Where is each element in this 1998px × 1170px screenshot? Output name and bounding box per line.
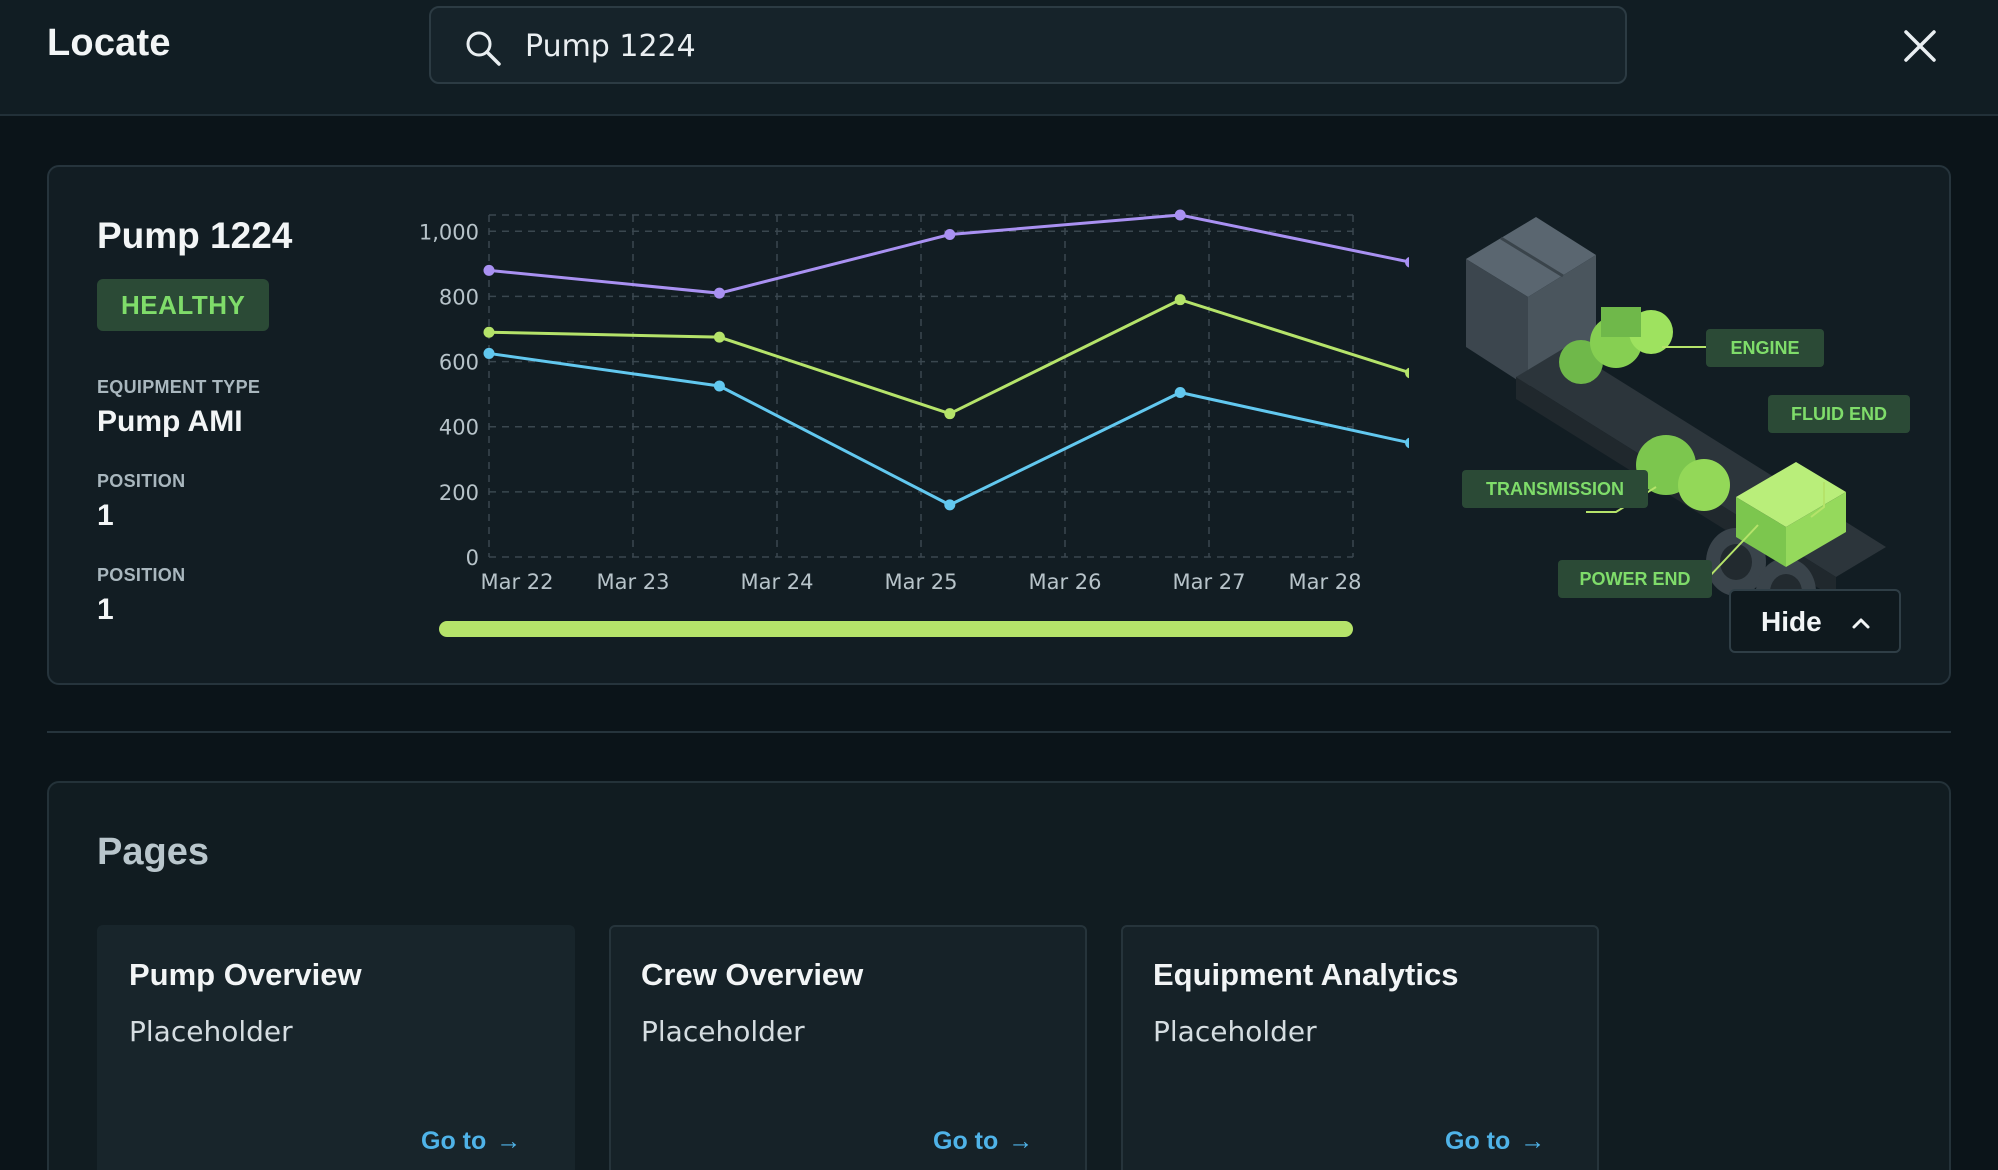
data-point (1174, 209, 1186, 221)
page-tile-title: Pump Overview (129, 957, 362, 992)
position-value: 1 (97, 499, 114, 532)
series-line-1 (488, 298, 1409, 416)
page-tile-desc: Placeholder (641, 1015, 805, 1048)
equipment-type-value: Pump AMI (97, 405, 243, 438)
data-point (713, 287, 725, 299)
page-tile-desc: Placeholder (1153, 1015, 1317, 1048)
data-point (1405, 437, 1409, 449)
callout-engine-label: ENGINE (1730, 338, 1799, 358)
y-tick-label: 200 (439, 481, 479, 505)
y-tick-label: 0 (466, 546, 479, 570)
callout-power-end-label: POWER END (1579, 569, 1690, 589)
callout-fluid-end-label: FLUID END (1791, 404, 1887, 424)
asset-card: Pump 1224 HEALTHY EQUIPMENT TYPE Pump AM… (47, 165, 1951, 685)
chevron-up-icon (1852, 618, 1870, 629)
data-point (944, 499, 956, 511)
position-label: POSITION (97, 471, 186, 491)
app-title: Locate (47, 22, 171, 64)
data-point (1405, 256, 1409, 268)
arrow-right-icon: → (496, 1127, 522, 1155)
page-tile-pump-overview[interactable]: Pump Overview Placeholder Go to → (97, 925, 575, 1170)
chart-svg: 0 200 400 600 800 1,000 Mar 22 Mar 23 Mar 24 Mar … (419, 209, 1409, 594)
x-tick-label: Mar 25 (884, 570, 957, 594)
data-point (713, 380, 725, 392)
search-box[interactable] (429, 6, 1627, 84)
y-tick-label: 800 (439, 285, 479, 309)
top-bar: Locate (0, 0, 1998, 116)
goto-link[interactable]: Go to → (933, 1127, 1033, 1156)
pump-illustration: ENGINE FLUID END TRANSMISSION POWER END (1462, 217, 1910, 649)
page-tile-equipment-analytics[interactable]: Equipment Analytics Placeholder Go to → (1121, 925, 1599, 1170)
y-tick-label: 400 (439, 416, 479, 440)
goto-link-label: Go to (1445, 1127, 1511, 1155)
page-tile-title: Crew Overview (641, 957, 864, 992)
position-value-2: 1 (97, 593, 114, 626)
page-tile-crew-overview[interactable]: Crew Overview Placeholder Go to → (609, 925, 1087, 1170)
page-tile-title: Equipment Analytics (1153, 957, 1459, 992)
callout-engine: ENGINE (1706, 329, 1824, 367)
arrow-right-icon: → (1008, 1127, 1034, 1155)
hide-button[interactable]: Hide (1729, 589, 1901, 653)
series-line-0 (488, 213, 1409, 295)
status-badge: HEALTHY (97, 279, 270, 331)
x-tick-label: Mar 26 (1028, 570, 1101, 594)
asset-name: Pump 1224 (97, 215, 293, 256)
search-icon (466, 31, 501, 66)
hide-button-label: Hide (1761, 606, 1822, 637)
x-tick-label: Mar 22 (480, 570, 553, 594)
data-point (1405, 367, 1409, 379)
x-tick-label: Mar 27 (1172, 570, 1245, 594)
callout-power-end: POWER END (1558, 560, 1712, 598)
section-divider (47, 731, 1951, 733)
x-tick-label: Mar 23 (596, 570, 669, 594)
data-point (1174, 294, 1186, 306)
goto-link-label: Go to (421, 1127, 487, 1155)
fluid-end-parts (1736, 462, 1846, 567)
data-point (483, 347, 495, 359)
arrow-right-icon: → (1520, 1127, 1546, 1155)
equipment-type-label: EQUIPMENT TYPE (97, 377, 261, 397)
goto-link[interactable]: Go to → (1445, 1127, 1545, 1156)
callout-transmission-label: TRANSMISSION (1486, 479, 1624, 499)
x-tick-label: Mar 28 (1288, 570, 1361, 594)
callout-fluid-end: FLUID END (1768, 395, 1910, 433)
callout-transmission: TRANSMISSION (1462, 470, 1648, 508)
trend-chart: 0 200 400 600 800 1,000 Mar 22 Mar 23 Mar 24 Mar … (349, 207, 1409, 627)
search-input[interactable] (525, 20, 1585, 72)
series-line-2 (488, 351, 1409, 507)
engine-parts (1559, 307, 1730, 511)
data-point (944, 229, 956, 241)
goto-link-label: Go to (933, 1127, 999, 1155)
close-icon[interactable] (1900, 26, 1940, 66)
data-point (483, 326, 495, 338)
data-point (483, 264, 495, 276)
data-point (944, 408, 956, 420)
pages-title: Pages (97, 831, 209, 873)
y-tick-label: 600 (439, 351, 479, 375)
x-tick-label: Mar 24 (740, 570, 813, 594)
chart-range-scrollbar[interactable] (439, 621, 1353, 637)
y-tick-label: 1,000 (419, 220, 479, 244)
position-label-2: POSITION (97, 565, 186, 585)
data-point (1174, 387, 1186, 399)
pages-section: Pages Pump Overview Placeholder Go to → C… (47, 781, 1951, 1170)
goto-link[interactable]: Go to → (421, 1127, 521, 1156)
data-point (713, 331, 725, 343)
page-tile-desc: Placeholder (129, 1015, 293, 1048)
